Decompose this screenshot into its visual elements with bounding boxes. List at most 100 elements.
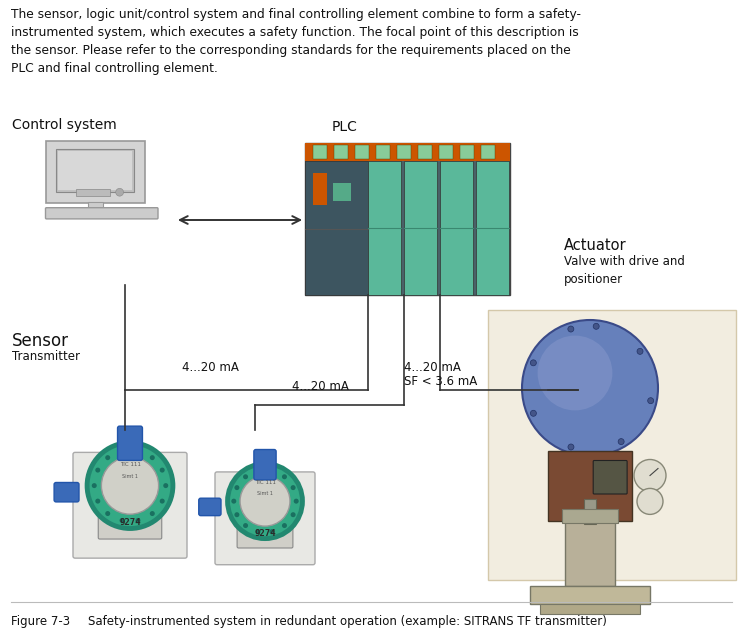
- Text: 4...20 mA: 4...20 mA: [292, 380, 349, 393]
- Text: SF < 3.6 mA: SF < 3.6 mA: [404, 375, 477, 388]
- Bar: [305, 161, 368, 295]
- Circle shape: [160, 499, 165, 503]
- FancyBboxPatch shape: [215, 472, 315, 565]
- Circle shape: [522, 320, 658, 456]
- Circle shape: [240, 476, 290, 526]
- Circle shape: [256, 529, 261, 534]
- Circle shape: [120, 449, 125, 453]
- Text: 4...20 mA: 4...20 mA: [182, 361, 239, 374]
- Circle shape: [291, 485, 296, 490]
- Bar: [476, 161, 509, 295]
- Text: Actuator: Actuator: [564, 238, 626, 253]
- Bar: [488, 310, 736, 580]
- Text: Simt 1: Simt 1: [122, 474, 138, 479]
- Bar: [548, 451, 632, 521]
- FancyBboxPatch shape: [199, 498, 221, 516]
- Text: The sensor, logic unit/control system and final controlling element combine to f: The sensor, logic unit/control system an…: [11, 8, 581, 75]
- Bar: [397, 145, 411, 159]
- Circle shape: [160, 468, 165, 473]
- Bar: [58, 151, 132, 190]
- Circle shape: [95, 468, 100, 473]
- Bar: [88, 202, 103, 209]
- Circle shape: [538, 336, 612, 410]
- Circle shape: [227, 464, 302, 538]
- Bar: [76, 189, 110, 196]
- Text: PLC: PLC: [332, 120, 358, 134]
- Circle shape: [163, 483, 168, 488]
- Circle shape: [150, 455, 155, 460]
- Bar: [481, 145, 495, 159]
- Bar: [376, 145, 390, 159]
- FancyBboxPatch shape: [98, 506, 162, 539]
- Circle shape: [648, 397, 654, 404]
- Bar: [460, 145, 474, 159]
- Bar: [418, 145, 432, 159]
- FancyBboxPatch shape: [45, 208, 158, 219]
- Text: Valve with drive and
positioner: Valve with drive and positioner: [564, 255, 685, 285]
- Circle shape: [270, 529, 274, 534]
- Bar: [530, 586, 650, 604]
- FancyBboxPatch shape: [73, 452, 187, 558]
- Text: Figure 7-3: Figure 7-3: [11, 615, 70, 628]
- Circle shape: [231, 499, 236, 503]
- FancyBboxPatch shape: [117, 426, 143, 461]
- Text: 4...20 mA: 4...20 mA: [404, 361, 461, 374]
- Text: Simt 1: Simt 1: [257, 491, 273, 496]
- FancyBboxPatch shape: [54, 482, 79, 502]
- Bar: [305, 143, 510, 161]
- Text: Sensor: Sensor: [12, 332, 69, 350]
- Circle shape: [531, 410, 536, 416]
- FancyBboxPatch shape: [237, 519, 293, 548]
- Circle shape: [270, 468, 274, 473]
- Bar: [334, 145, 348, 159]
- Text: Transmitter: Transmitter: [12, 350, 80, 363]
- Bar: [584, 499, 596, 524]
- Circle shape: [282, 474, 287, 479]
- Circle shape: [234, 485, 239, 490]
- Text: 9274: 9274: [254, 529, 276, 538]
- Circle shape: [282, 523, 287, 528]
- Circle shape: [593, 323, 599, 329]
- Circle shape: [95, 499, 100, 503]
- Bar: [313, 173, 327, 205]
- FancyBboxPatch shape: [254, 450, 276, 480]
- Circle shape: [87, 443, 173, 528]
- Circle shape: [116, 188, 123, 196]
- Circle shape: [291, 512, 296, 517]
- Bar: [333, 183, 351, 201]
- Circle shape: [531, 360, 536, 366]
- Circle shape: [150, 511, 155, 516]
- Bar: [305, 143, 510, 295]
- Text: TIC 111: TIC 111: [255, 480, 276, 486]
- Circle shape: [106, 511, 110, 516]
- Circle shape: [135, 449, 140, 453]
- Bar: [565, 521, 615, 586]
- Circle shape: [135, 518, 140, 523]
- Bar: [56, 149, 134, 192]
- Bar: [355, 145, 369, 159]
- Bar: [404, 161, 437, 295]
- Circle shape: [120, 518, 125, 523]
- Circle shape: [106, 455, 110, 460]
- Bar: [313, 145, 327, 159]
- Text: 9274: 9274: [119, 518, 140, 527]
- Circle shape: [243, 474, 248, 479]
- Text: Safety-instrumented system in redundant operation (example: SITRANS TF transmitt: Safety-instrumented system in redundant …: [88, 615, 607, 628]
- Circle shape: [568, 326, 574, 332]
- FancyBboxPatch shape: [45, 141, 145, 203]
- Bar: [440, 161, 473, 295]
- Circle shape: [91, 483, 97, 488]
- Bar: [540, 604, 640, 614]
- Circle shape: [568, 444, 574, 450]
- Circle shape: [637, 348, 643, 354]
- Circle shape: [101, 457, 158, 514]
- Bar: [368, 161, 401, 295]
- Circle shape: [637, 489, 663, 514]
- Circle shape: [634, 459, 666, 491]
- Circle shape: [256, 468, 261, 473]
- Text: Control system: Control system: [12, 118, 117, 132]
- Text: TIC 111: TIC 111: [120, 462, 140, 467]
- Bar: [562, 509, 618, 523]
- Circle shape: [293, 499, 299, 503]
- Circle shape: [234, 512, 239, 517]
